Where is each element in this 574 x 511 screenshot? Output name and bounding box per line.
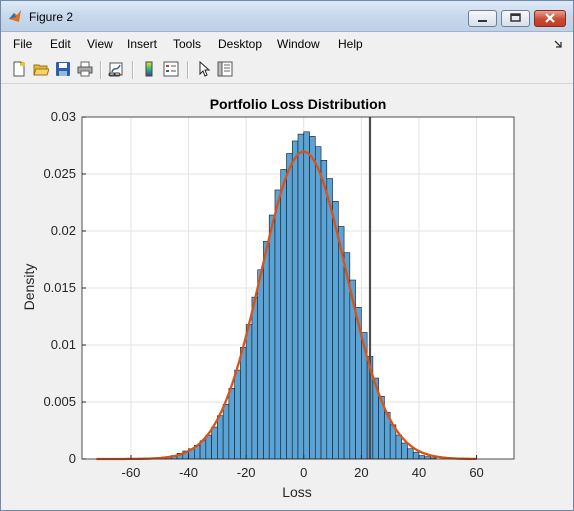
title-bar[interactable]: Figure 2	[1, 1, 573, 32]
histogram-bar	[418, 455, 426, 460]
histogram-bar	[407, 448, 414, 460]
histogram-bar	[332, 201, 339, 460]
y-tick-label: 0.025	[43, 166, 76, 181]
histogram-bar	[268, 214, 276, 460]
x-axis-label: Loss	[282, 484, 312, 500]
new-figure-icon[interactable]	[11, 61, 27, 77]
histogram-bar	[395, 434, 402, 460]
window-title: Figure 2	[29, 10, 74, 24]
y-tick-label: 0.01	[51, 337, 76, 352]
histogram-bar	[228, 388, 235, 460]
histogram-bar	[205, 434, 212, 460]
dock-arrow-icon[interactable]	[554, 40, 562, 48]
menu-insert[interactable]: Insert	[127, 37, 158, 51]
x-tick-label: 40	[412, 465, 426, 480]
histogram-bar	[320, 160, 328, 460]
figure-area: -60 -40 -20 0 20 40 60 0 0.005 0.01 0.015 0.02 0.02…	[4, 85, 570, 506]
menu-window[interactable]: Window	[277, 37, 320, 51]
y-axis-ticks: 0 0.005 0.01 0.015 0.02 0.025 0.03	[43, 109, 86, 466]
minimize-icon	[478, 20, 487, 22]
maximize-button[interactable]	[501, 10, 530, 27]
histogram-bar	[401, 442, 408, 460]
histogram-bar	[263, 240, 270, 460]
histogram-bar	[326, 178, 333, 460]
save-icon[interactable]	[55, 61, 71, 77]
menu-bar: File Edit View Insert Tools Desktop Wind…	[1, 32, 573, 54]
histogram-bar	[291, 140, 299, 460]
menu-edit[interactable]: Edit	[50, 37, 71, 51]
histogram-bar	[280, 169, 287, 460]
histogram-bar	[297, 133, 305, 460]
open-file-icon[interactable]	[33, 61, 49, 77]
edit-plot-arrow-icon[interactable]	[196, 61, 212, 77]
histogram-bar	[303, 131, 310, 460]
histogram-bar	[251, 296, 258, 460]
y-tick-label: 0	[69, 451, 76, 466]
menu-tools[interactable]: Tools	[173, 37, 202, 51]
histogram-bar	[274, 189, 282, 460]
y-tick-label: 0.015	[43, 280, 76, 295]
x-tick-label: -40	[179, 465, 198, 480]
histogram-bar	[211, 426, 218, 460]
toolbar	[1, 55, 573, 84]
y-axis-label: Density	[21, 264, 37, 311]
chart-canvas[interactable]: -60 -40 -20 0 20 40 60 0 0.005 0.01 0.015 0.02 0.02…	[4, 85, 570, 506]
property-inspector-icon[interactable]	[217, 61, 233, 77]
histogram-bar	[240, 346, 247, 460]
link-plot-icon[interactable]	[108, 61, 124, 77]
histogram-bar	[217, 415, 224, 460]
minimize-button[interactable]	[468, 10, 497, 27]
y-tick-label: 0.02	[51, 223, 76, 238]
x-tick-label: -60	[122, 465, 141, 480]
histogram-bar	[245, 324, 253, 460]
histogram-bar	[222, 403, 230, 460]
toolbar-separator	[187, 61, 189, 79]
x-tick-label: 20	[354, 465, 368, 480]
close-icon	[545, 13, 555, 23]
fitted-density-curve	[96, 150, 477, 461]
histogram-bar	[257, 269, 264, 460]
histogram-bar	[286, 153, 293, 460]
toolbar-separator	[100, 61, 102, 79]
histogram-bars	[159, 131, 437, 460]
x-tick-label: 60	[469, 465, 483, 480]
menu-desktop[interactable]: Desktop	[218, 37, 263, 51]
menu-file[interactable]: File	[13, 37, 33, 51]
matlab-icon	[9, 10, 21, 22]
histogram-bar	[314, 146, 322, 460]
y-tick-label: 0.03	[51, 109, 76, 124]
toolbar-separator	[132, 61, 134, 79]
maximize-icon	[510, 13, 521, 22]
close-button[interactable]	[534, 10, 566, 27]
insert-legend-icon[interactable]	[163, 61, 179, 77]
histogram-bar	[309, 136, 316, 460]
chart-title: Portfolio Loss Distribution	[210, 96, 387, 112]
x-axis-ticks: -60 -40 -20 0 20 40 60	[122, 455, 484, 480]
histogram-bar	[412, 451, 420, 460]
y-tick-label: 0.005	[43, 394, 76, 409]
histogram-bar	[234, 369, 241, 460]
menu-view[interactable]: View	[87, 37, 113, 51]
x-tick-label: -20	[237, 465, 256, 480]
print-icon[interactable]	[77, 61, 93, 77]
x-tick-label: 0	[300, 465, 307, 480]
insert-colorbar-icon[interactable]	[141, 61, 157, 77]
menu-help[interactable]: Help	[338, 37, 363, 51]
